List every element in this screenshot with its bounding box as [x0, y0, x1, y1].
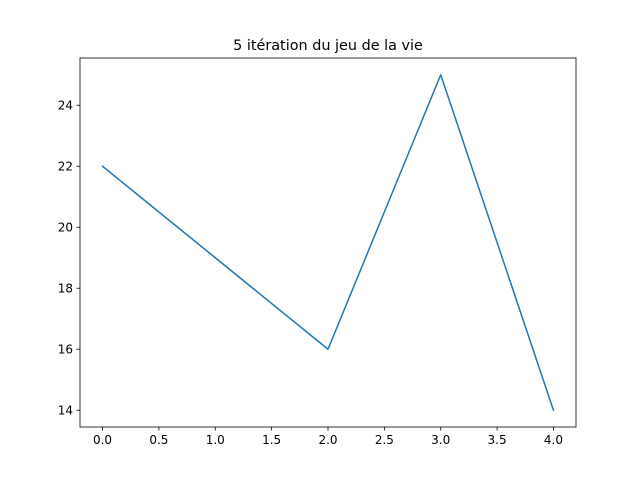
x-tick-label: 0.0: [93, 433, 112, 447]
x-tick-label: 0.5: [149, 433, 168, 447]
y-tick-label: 16: [58, 342, 73, 356]
y-tick-label: 24: [58, 98, 73, 112]
y-tick-label: 18: [58, 281, 73, 295]
x-tick-label: 4.0: [544, 433, 563, 447]
x-tick-label: 3.0: [431, 433, 450, 447]
y-tick-label: 22: [58, 159, 73, 173]
x-tick-label: 2.5: [375, 433, 394, 447]
x-tick-label: 1.0: [206, 433, 225, 447]
chart-title: 5 itération du jeu de la vie: [233, 38, 423, 54]
y-tick-label: 14: [58, 403, 73, 417]
y-tick-label: 20: [58, 220, 73, 234]
series-line-0: [101, 74, 555, 412]
plot-area: 0.0 0.5 1.0 1.5 2.0 2.5 3.0 3.5 4.0 14 16 18 20 22 24: [58, 57, 577, 447]
x-tick-label: 1.5: [262, 433, 281, 447]
x-tick-label: 2.0: [318, 433, 337, 447]
x-tick-label: 3.5: [488, 433, 507, 447]
